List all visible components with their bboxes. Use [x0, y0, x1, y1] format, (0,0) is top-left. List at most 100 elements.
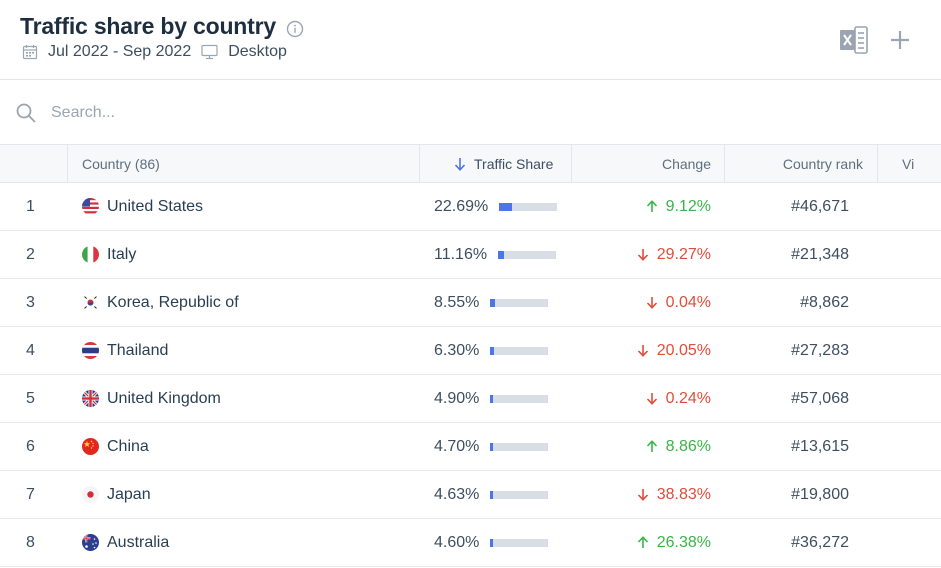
- arrow-up-icon: [646, 440, 657, 452]
- traffic-share-value: 11.16%: [434, 245, 488, 263]
- gb-flag-icon: [82, 390, 99, 407]
- country-rank-value: #36,272: [791, 533, 849, 551]
- country-name: Thailand: [107, 341, 169, 359]
- change-cell: 26.38%: [637, 519, 711, 566]
- country-rank-value: #19,800: [791, 485, 849, 503]
- search-bar: [0, 81, 941, 144]
- traffic-share-cell: 4.60%: [434, 519, 549, 566]
- country-name: United Kingdom: [107, 389, 221, 407]
- arrow-up-icon: [646, 200, 657, 212]
- change-cell: 9.12%: [646, 183, 711, 230]
- th-flag-icon: [82, 342, 99, 359]
- traffic-share-bar-fill: [490, 442, 494, 451]
- change-value: 20.05%: [656, 341, 711, 359]
- table-row[interactable]: 8 Australia 4.60% 26.38% #36,272: [0, 519, 941, 567]
- country-cell[interactable]: Korea, Republic of: [82, 279, 239, 326]
- country-rank-value: #57,068: [791, 389, 849, 407]
- kr-flag-icon: [82, 294, 99, 311]
- device-label: Desktop: [228, 43, 287, 60]
- header-traffic-share[interactable]: Traffic Share: [419, 145, 572, 183]
- country-name: Japan: [107, 485, 151, 503]
- country-cell[interactable]: United States: [82, 183, 203, 230]
- country-name: Korea, Republic of: [107, 293, 239, 311]
- row-rank: 4: [26, 341, 35, 359]
- excel-export-icon[interactable]: [839, 26, 869, 54]
- change-cell: 0.24%: [646, 375, 711, 422]
- country-cell[interactable]: Italy: [82, 231, 136, 278]
- change-value: 0.04%: [665, 293, 711, 311]
- traffic-share-cell: 4.90%: [434, 375, 549, 422]
- change-cell: 0.04%: [646, 279, 711, 326]
- row-rank: 5: [26, 389, 35, 407]
- header-change-label: Change: [661, 156, 711, 172]
- row-rank: 8: [26, 533, 35, 551]
- table-row[interactable]: 3 Korea, Republic of 8.55% 0.04% #8,862: [0, 279, 941, 327]
- traffic-share-value: 4.60%: [434, 533, 480, 551]
- country-cell[interactable]: United Kingdom: [82, 375, 221, 422]
- traffic-share-bar-fill: [490, 490, 494, 499]
- table-row[interactable]: 6 China 4.70% 8.86% #13,615: [0, 423, 941, 471]
- row-rank: 1: [26, 197, 35, 215]
- change-cell: 20.05%: [637, 327, 711, 374]
- table-row[interactable]: 4 Thailand 6.30% 20.05% #27,283: [0, 327, 941, 375]
- change-value: 8.86%: [665, 437, 711, 455]
- change-value: 9.12%: [665, 197, 711, 215]
- country-name: China: [107, 437, 149, 455]
- widget-header: Traffic share by country Jul 2022 - Sep …: [0, 0, 941, 80]
- traffic-share-bar: [490, 490, 549, 499]
- country-name: Italy: [107, 245, 137, 263]
- traffic-share-bar-fill: [499, 202, 513, 211]
- change-value: 29.27%: [656, 245, 711, 263]
- traffic-share-bar-fill: [498, 250, 505, 259]
- arrow-up-icon: [637, 536, 648, 548]
- header-country[interactable]: Country (86): [67, 145, 420, 183]
- table-row[interactable]: 7 Japan 4.63% 38.83% #19,800: [0, 471, 941, 519]
- traffic-share-value: 4.70%: [434, 437, 480, 455]
- traffic-share-bar: [499, 202, 558, 211]
- country-cell[interactable]: Thailand: [82, 327, 168, 374]
- arrow-down-icon: [637, 345, 648, 357]
- change-cell: 38.83%: [637, 471, 711, 518]
- country-rank-value: #46,671: [791, 197, 849, 215]
- header-visits[interactable]: Vi: [877, 145, 941, 183]
- country-name: Australia: [107, 533, 170, 551]
- header-country-rank[interactable]: Country rank: [724, 145, 878, 183]
- country-table: Country (86) Traffic Share Change Countr…: [0, 144, 941, 567]
- header-change[interactable]: Change: [571, 145, 725, 183]
- traffic-share-bar: [490, 442, 549, 451]
- country-rank-value: #13,615: [791, 437, 849, 455]
- traffic-share-bar: [490, 346, 549, 355]
- search-input[interactable]: [51, 103, 451, 122]
- header-traffic-share-label: Traffic Share: [474, 156, 554, 172]
- country-cell[interactable]: Australia: [82, 519, 169, 566]
- table-row[interactable]: 2 Italy 11.16% 29.27% #21,348: [0, 231, 941, 279]
- country-rank-value: #21,348: [791, 245, 849, 263]
- traffic-share-value: 6.30%: [434, 341, 480, 359]
- table-row[interactable]: 5 United Kingdom 4.90% 0.24% #57,068: [0, 375, 941, 423]
- row-rank: 7: [26, 485, 35, 503]
- title-row: Traffic share by country: [20, 13, 304, 40]
- header-actions: [839, 26, 911, 54]
- row-rank: 2: [26, 245, 35, 263]
- widget-title: Traffic share by country: [20, 13, 276, 39]
- table-row[interactable]: 1 United States 22.69% 9.12% #46,671: [0, 183, 941, 231]
- traffic-share-bar-fill: [490, 538, 494, 547]
- table-body: 1 United States 22.69% 9.12% #46,671 2 Italy 11…: [0, 183, 941, 567]
- cn-flag-icon: [82, 438, 99, 455]
- header-rank-cell: [0, 145, 68, 183]
- jp-flag-icon: [82, 486, 99, 503]
- row-rank: 6: [26, 437, 35, 455]
- sort-down-arrow-icon: [454, 158, 466, 171]
- country-cell[interactable]: China: [82, 423, 149, 470]
- arrow-down-icon: [646, 297, 657, 309]
- date-range: Jul 2022 - Sep 2022: [48, 43, 192, 60]
- traffic-share-cell: 6.30%: [434, 327, 549, 374]
- info-icon[interactable]: [286, 20, 304, 38]
- header-visits-label: Vi: [902, 156, 915, 172]
- traffic-share-value: 4.63%: [434, 485, 480, 503]
- add-icon[interactable]: [889, 29, 911, 51]
- traffic-share-cell: 4.70%: [434, 423, 549, 470]
- arrow-down-icon: [637, 249, 648, 261]
- change-value: 0.24%: [665, 389, 711, 407]
- country-cell[interactable]: Japan: [82, 471, 151, 518]
